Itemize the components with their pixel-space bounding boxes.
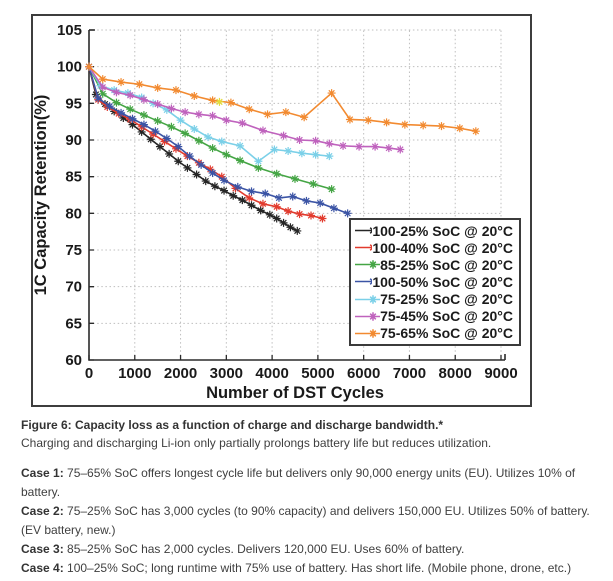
legend-marker-icon — [355, 277, 373, 287]
svg-text:7000: 7000 — [393, 365, 426, 382]
legend-marker-icon — [355, 329, 381, 338]
legend-marker-icon — [355, 260, 381, 270]
legend-entry-label: 100-40% SoC @ 20°C — [372, 239, 513, 256]
figure-caption: Figure 6: Capacity loss as a function of… — [21, 416, 601, 578]
case-text: 75–25% SoC has 3,000 cycles (to 90% capa… — [21, 504, 590, 537]
legend-entry: 75-45% SoC @ 20°C — [354, 308, 513, 325]
case-label: Case 4: — [21, 561, 64, 575]
case-item: Case 4: 100–25% SoC; long runtime with 7… — [21, 559, 601, 578]
legend-entry: 100-40% SoC @ 20°C — [354, 239, 513, 256]
svg-text:75: 75 — [65, 242, 82, 259]
legend-entry: 85-25% SoC @ 20°C — [354, 256, 513, 273]
case-item: Case 1: 75–65% SoC offers longest cycle … — [21, 464, 601, 502]
svg-text:2000: 2000 — [164, 365, 197, 382]
legend-entry: 100-25% SoC @ 20°C — [354, 222, 513, 239]
svg-text:65: 65 — [65, 315, 82, 332]
svg-text:6000: 6000 — [347, 365, 380, 382]
svg-text:105: 105 — [57, 22, 82, 39]
svg-text:0: 0 — [85, 365, 93, 382]
chart-frame: 60 65 70 75 80 85 90 95 100 105 0 1000 2000 3000 4000 5… — [31, 14, 532, 407]
case-label: Case 2: — [21, 504, 64, 518]
svg-text:95: 95 — [65, 95, 82, 112]
figure-caption-title: Figure 6: Capacity loss as a function of… — [21, 418, 444, 432]
svg-text:8000: 8000 — [439, 365, 472, 382]
case-label: Case 3: — [21, 542, 64, 556]
svg-text:5000: 5000 — [301, 365, 334, 382]
svg-text:70: 70 — [65, 279, 82, 296]
svg-text:85: 85 — [65, 169, 82, 186]
svg-text:80: 80 — [65, 205, 82, 222]
legend-marker-icon — [355, 312, 381, 321]
legend-entry: 100-50% SoC @ 20°C — [354, 273, 513, 290]
case-text: 85–25% SoC has 2,000 cycles. Delivers 12… — [63, 542, 465, 556]
legend-entry-label: 75-45% SoC @ 20°C — [380, 308, 513, 325]
legend-entry-label: 75-65% SoC @ 20°C — [380, 325, 513, 342]
legend-entry-label: 75-25% SoC @ 20°C — [380, 291, 513, 308]
svg-text:1000: 1000 — [118, 365, 151, 382]
legend-marker-icon — [355, 243, 373, 252]
legend-entry-label: 85-25% SoC @ 20°C — [380, 256, 513, 273]
legend-entry: 75-25% SoC @ 20°C — [354, 291, 513, 308]
svg-text:100: 100 — [57, 59, 82, 76]
svg-text:4000: 4000 — [255, 365, 288, 382]
chart-legend: 100-25% SoC @ 20°C 100-40% SoC @ 20°C 85-2… — [349, 218, 521, 346]
case-text: 100–25% SoC; long runtime with 75% use o… — [63, 561, 572, 575]
y-axis-label: 1C Capacity Retention(%) — [33, 95, 50, 296]
case-item: Case 2: 75–25% SoC has 3,000 cycles (to … — [21, 502, 601, 540]
legend-marker-icon — [355, 226, 373, 235]
svg-text:60: 60 — [65, 352, 82, 369]
svg-text:90: 90 — [65, 132, 82, 149]
case-list: Case 1: 75–65% SoC offers longest cycle … — [21, 464, 601, 578]
legend-entry-label: 100-50% SoC @ 20°C — [372, 273, 513, 290]
x-axis-label: Number of DST Cycles — [206, 384, 384, 402]
legend-marker-icon — [355, 294, 381, 304]
case-item: Case 3: 85–25% SoC has 2,000 cycles. Del… — [21, 540, 601, 559]
figure-caption-subtitle: Charging and discharging Li-ion only par… — [21, 436, 492, 450]
legend-entry-label: 100-25% SoC @ 20°C — [372, 222, 513, 239]
case-text: 75–65% SoC offers longest cycle life but… — [21, 466, 576, 499]
svg-text:9000: 9000 — [484, 365, 517, 382]
case-label: Case 1: — [21, 466, 64, 480]
svg-text:3000: 3000 — [210, 365, 243, 382]
chart-generated: 60 65 70 75 80 85 90 95 100 105 0 1000 2000 3000 4000 5… — [57, 22, 518, 382]
legend-entry: 75-65% SoC @ 20°C — [354, 325, 513, 342]
chart-svg: 60 65 70 75 80 85 90 95 100 105 0 1000 2000 3000 4000 5… — [32, 22, 518, 402]
